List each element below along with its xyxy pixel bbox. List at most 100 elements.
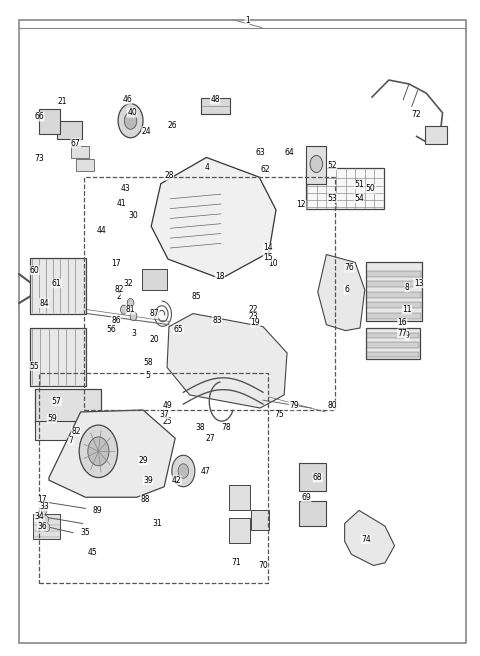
Bar — [142, 269, 167, 290]
Text: 4: 4 — [205, 163, 210, 172]
Text: 35: 35 — [81, 528, 90, 537]
Bar — [367, 271, 421, 277]
Text: 83: 83 — [212, 316, 222, 325]
Text: 12: 12 — [297, 200, 306, 209]
Bar — [366, 262, 422, 321]
Text: 17: 17 — [37, 495, 47, 504]
Bar — [39, 109, 60, 134]
Circle shape — [88, 437, 109, 466]
Text: 73: 73 — [35, 154, 44, 163]
Polygon shape — [151, 157, 276, 279]
Text: 23: 23 — [249, 312, 258, 321]
Polygon shape — [318, 255, 365, 331]
Text: 9: 9 — [405, 331, 409, 340]
Text: 47: 47 — [201, 466, 210, 476]
Text: 45: 45 — [87, 548, 97, 557]
Text: 76: 76 — [345, 263, 354, 272]
Text: 55: 55 — [30, 361, 39, 371]
Bar — [229, 485, 250, 510]
Text: 31: 31 — [153, 519, 162, 528]
Text: 8: 8 — [405, 283, 409, 292]
Circle shape — [130, 312, 137, 321]
Bar — [35, 421, 83, 440]
Text: 59: 59 — [47, 414, 57, 423]
Text: 62: 62 — [260, 165, 270, 174]
Circle shape — [172, 455, 195, 487]
Text: 82: 82 — [71, 427, 81, 436]
Text: 65: 65 — [174, 325, 183, 334]
Bar — [30, 328, 86, 386]
Text: 48: 48 — [210, 95, 220, 104]
Text: 44: 44 — [97, 226, 107, 236]
Bar — [367, 292, 421, 298]
Text: 56: 56 — [107, 325, 116, 334]
Text: 72: 72 — [412, 110, 421, 119]
Text: 5: 5 — [145, 371, 150, 380]
Text: 54: 54 — [354, 194, 364, 203]
Circle shape — [79, 425, 118, 478]
Text: 33: 33 — [39, 502, 49, 511]
Bar — [35, 389, 101, 423]
Bar — [367, 333, 419, 338]
Bar — [39, 373, 268, 583]
Polygon shape — [167, 314, 287, 408]
Text: 20: 20 — [150, 335, 159, 344]
Text: 32: 32 — [124, 279, 133, 288]
Bar — [306, 168, 384, 209]
Bar — [306, 146, 326, 184]
Text: 29: 29 — [138, 456, 148, 465]
Text: 70: 70 — [258, 561, 268, 570]
Text: 77: 77 — [397, 329, 407, 338]
Text: 39: 39 — [143, 476, 153, 485]
Text: 10: 10 — [268, 259, 277, 268]
Circle shape — [310, 155, 323, 173]
Text: 22: 22 — [249, 305, 258, 314]
Circle shape — [44, 523, 50, 531]
Text: 14: 14 — [263, 243, 273, 253]
Bar — [251, 510, 269, 530]
Text: 86: 86 — [111, 316, 121, 325]
Bar — [84, 177, 335, 410]
Polygon shape — [49, 410, 175, 497]
Text: 25: 25 — [162, 417, 172, 426]
Text: 13: 13 — [414, 279, 423, 288]
Bar — [299, 501, 326, 526]
Bar — [425, 126, 447, 144]
Text: 79: 79 — [289, 401, 299, 410]
Text: 64: 64 — [284, 148, 294, 157]
Text: 2: 2 — [117, 292, 121, 301]
Text: 30: 30 — [129, 211, 138, 220]
Text: 67: 67 — [71, 138, 81, 148]
Circle shape — [118, 104, 143, 138]
Text: 61: 61 — [52, 279, 61, 288]
Text: 34: 34 — [35, 512, 44, 522]
Text: 26: 26 — [168, 121, 178, 131]
Text: 49: 49 — [162, 401, 172, 410]
Bar — [71, 146, 89, 158]
Text: 87: 87 — [150, 309, 159, 318]
Text: 43: 43 — [121, 184, 131, 194]
Text: 84: 84 — [39, 298, 49, 308]
Text: 11: 11 — [402, 305, 412, 314]
Text: 50: 50 — [366, 184, 375, 194]
Text: 60: 60 — [30, 266, 39, 275]
Text: 16: 16 — [397, 318, 407, 327]
Bar — [366, 328, 420, 359]
Text: 82: 82 — [114, 285, 124, 295]
Text: 71: 71 — [231, 558, 241, 567]
Text: 19: 19 — [251, 318, 260, 327]
Text: 81: 81 — [126, 305, 135, 314]
Circle shape — [127, 298, 134, 308]
Bar — [367, 342, 419, 348]
Text: 6: 6 — [344, 285, 349, 295]
Text: 57: 57 — [52, 397, 61, 406]
Text: 66: 66 — [35, 112, 44, 121]
Text: 85: 85 — [191, 292, 201, 301]
Text: 42: 42 — [172, 476, 181, 485]
Polygon shape — [345, 510, 395, 565]
Text: 40: 40 — [127, 108, 137, 117]
Text: 38: 38 — [196, 423, 205, 432]
Text: 63: 63 — [255, 148, 265, 157]
Text: 1: 1 — [245, 16, 250, 26]
Text: 46: 46 — [122, 95, 132, 104]
